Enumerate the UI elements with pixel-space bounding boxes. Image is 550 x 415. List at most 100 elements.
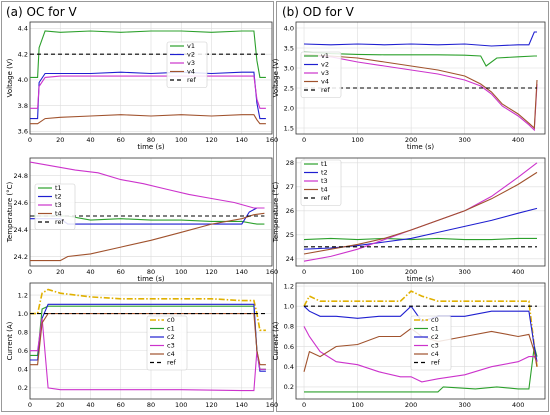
oc-voltage-legend-label-v1: v1 xyxy=(187,42,195,50)
oc-temperature-legend-box xyxy=(34,183,76,230)
od-temperature-ytick-label: 25 xyxy=(286,231,294,239)
od-voltage-xtick-label: 200 xyxy=(405,136,417,144)
od-voltage-ytick-label: 1.5 xyxy=(284,124,294,132)
oc-temperature-legend-label-t3: t3 xyxy=(55,201,62,209)
od-current-ytick-label: 0.6 xyxy=(284,343,294,351)
od-voltage-series-v1 xyxy=(303,51,537,67)
od-current-series-c3 xyxy=(303,326,538,383)
oc-temperature-ytick-label: 24.2 xyxy=(14,253,28,261)
od-voltage-xtick-label: 300 xyxy=(458,136,470,144)
oc-current-xtick-label: 60 xyxy=(117,401,125,409)
od-temperature-ytick-label: 24 xyxy=(286,255,294,263)
od-current-xtick-label: 200 xyxy=(405,401,417,409)
od-temperature-xtick-label: 0 xyxy=(302,268,306,276)
oc-temperature-legend-label-t2: t2 xyxy=(55,193,62,201)
oc-voltage-legend-label-v2: v2 xyxy=(187,51,195,59)
od-temperature-series-t1 xyxy=(303,237,537,241)
oc-current-xtick-label: 20 xyxy=(56,401,64,409)
od-current-legend-box xyxy=(410,315,452,371)
od-current-legend-label-ref: ref xyxy=(431,359,441,367)
od-current-ytick-label: 0.8 xyxy=(284,323,294,331)
od-temperature-ytick-label: 28 xyxy=(286,159,294,167)
oc-voltage-ylabel: Voltage (V) xyxy=(6,58,14,97)
od-voltage-axes-frame xyxy=(295,21,546,135)
oc-voltage-xtick-label: 100 xyxy=(175,136,187,144)
oc-voltage-xtick-label: 0 xyxy=(28,136,32,144)
od-voltage-legend-label-ref: ref xyxy=(321,86,331,94)
od-temperature-legend-label-t2: t2 xyxy=(321,169,328,177)
od-voltage-ytick-label: 4.0 xyxy=(284,24,294,32)
oc-temperature-xlabel: time (s) xyxy=(137,275,164,283)
oc-current-ytick-label: 1.2 xyxy=(18,291,28,299)
oc-voltage-axes-frame xyxy=(29,21,273,135)
od-voltage-ytick-label: 2.5 xyxy=(284,84,294,92)
od-voltage-legend-box xyxy=(300,51,342,98)
oc-voltage-ytick-label: 4.0 xyxy=(18,76,28,84)
oc-current-axes-frame xyxy=(29,282,273,400)
oc-current-xtick-label: 120 xyxy=(205,401,217,409)
oc-temperature-chart: 0 20 40 60 80 100 120 140 160 24.2 24.4 24.6 24.8 tim… xyxy=(6,157,278,283)
od-voltage-xtick-label: 100 xyxy=(351,136,363,144)
od-temperature-legend-box xyxy=(300,159,342,206)
oc-current-ytick-label: 0.4 xyxy=(18,366,28,374)
oc-current-chart: 0 20 40 60 80 100 120 140 160 0.2 0.4 0.6 0.8 1.0 1.2 C… xyxy=(6,282,278,409)
oc-current-ytick-label: 1.0 xyxy=(18,310,28,318)
od-temperature-axes-frame xyxy=(295,157,546,267)
panel-title-left: (a) OC for V xyxy=(6,5,77,19)
oc-temperature-xtick-label: 80 xyxy=(147,268,155,276)
oc-temperature-legend-label-t4: t4 xyxy=(55,210,62,218)
od-current-xtick-label: 300 xyxy=(458,401,470,409)
oc-voltage-legend-label-ref: ref xyxy=(187,76,197,84)
oc-current-xtick-label: 40 xyxy=(86,401,94,409)
oc-voltage-xtick-label: 20 xyxy=(56,136,64,144)
oc-voltage-series-v1 xyxy=(30,30,266,78)
od-voltage-series-v3 xyxy=(303,54,538,132)
panel-title-right: (b) OD for V xyxy=(282,5,354,19)
od-temperature-legend-label-ref: ref xyxy=(321,194,331,202)
od-current-series-c1 xyxy=(304,346,538,393)
od-current-series-c2 xyxy=(303,305,538,362)
oc-current-legend-label-c3: c3 xyxy=(167,342,175,350)
oc-current-legend-label-c2: c2 xyxy=(167,333,175,341)
oc-temperature-xtick-label: 120 xyxy=(205,268,217,276)
oc-voltage-xlabel: time (s) xyxy=(137,143,164,151)
od-voltage-ytick-label: 2.0 xyxy=(284,104,294,112)
oc-current-xtick-label: 160 xyxy=(266,401,278,409)
od-current-legend-label-c4: c4 xyxy=(431,350,439,358)
oc-current-ytick-label: 0.8 xyxy=(18,328,28,336)
oc-current-legend-box xyxy=(146,315,188,371)
od-temperature-xtick-label: 400 xyxy=(512,268,524,276)
od-voltage-series-v2 xyxy=(303,31,537,47)
oc-temperature-ytick-label: 24.8 xyxy=(14,172,28,180)
od-current-xtick-label: 100 xyxy=(351,401,363,409)
panel-frame-left xyxy=(1,1,274,412)
od-voltage-legend-label-v4: v4 xyxy=(321,78,329,86)
od-current-legend-label-c1: c1 xyxy=(431,325,439,333)
od-current-series-c0 xyxy=(303,290,538,367)
od-temperature-xtick-label: 100 xyxy=(351,268,363,276)
oc-voltage-xtick-label: 80 xyxy=(147,136,155,144)
od-voltage-legend-label-v1: v1 xyxy=(321,52,329,60)
od-temperature-legend-label-t1: t1 xyxy=(321,160,328,168)
oc-voltage-xtick-label: 160 xyxy=(266,136,278,144)
od-temperature-legend-label-t4: t4 xyxy=(321,186,328,194)
oc-voltage-ytick-label: 3.6 xyxy=(18,128,28,136)
od-current-axes-frame xyxy=(295,282,546,400)
oc-voltage-series-v2 xyxy=(30,71,266,120)
od-current-chart: 0 100 200 300 400 0.2 0.4 0.6 0.8 1.0 1.2 Current (… xyxy=(272,282,546,409)
oc-voltage-ytick-label: 3.8 xyxy=(18,102,28,110)
od-current-ytick-label: 0.2 xyxy=(284,383,294,391)
oc-temperature-series-t3 xyxy=(30,161,265,209)
oc-current-legend-label-c4: c4 xyxy=(167,350,175,358)
oc-temperature-xtick-label: 100 xyxy=(175,268,187,276)
od-current-xtick-label: 400 xyxy=(512,401,524,409)
oc-current-xtick-label: 100 xyxy=(175,401,187,409)
od-voltage-ylabel: Voltage (V) xyxy=(272,58,280,97)
oc-temperature-legend-label-t1: t1 xyxy=(55,184,62,192)
oc-temperature-xtick-label: 60 xyxy=(117,268,125,276)
